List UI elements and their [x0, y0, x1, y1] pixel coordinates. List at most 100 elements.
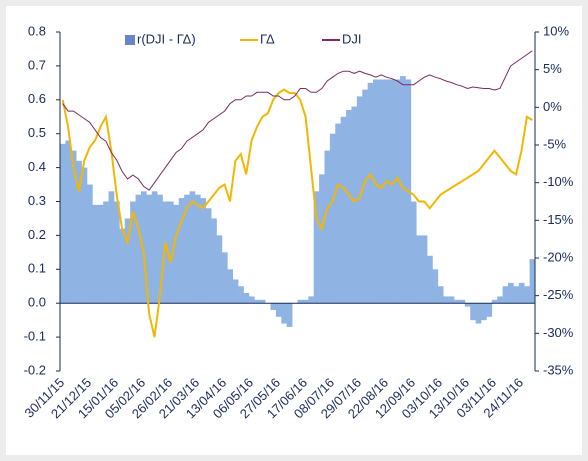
bar [335, 123, 341, 304]
bar [189, 191, 196, 304]
bar [113, 201, 120, 304]
legend-label: DJI [342, 31, 362, 46]
y-tick-label: -0.1 [24, 329, 46, 344]
bar [518, 282, 525, 304]
bar [297, 299, 304, 304]
bar [459, 299, 466, 304]
bar [205, 208, 212, 304]
bar [167, 201, 174, 304]
bar [76, 160, 82, 304]
bar [351, 106, 358, 304]
y2-tick-label: 5% [543, 61, 562, 76]
bar [81, 167, 88, 304]
bar [286, 303, 293, 327]
bar [162, 201, 169, 304]
bar [216, 235, 223, 304]
bar [151, 191, 158, 304]
bar [410, 201, 417, 304]
legend-label: r(DJI - ΓΔ) [137, 31, 196, 46]
y2-tick-label: -10% [543, 174, 574, 189]
bar [524, 286, 530, 304]
line-series [62, 50, 533, 191]
y-tick-label: 0.0 [28, 295, 46, 310]
bar [464, 303, 471, 307]
bar [313, 191, 320, 304]
bar [373, 79, 379, 304]
bar [356, 96, 363, 304]
bar [238, 286, 244, 304]
bar [502, 286, 509, 304]
y2-tick-label: 10% [543, 23, 569, 38]
bar [243, 293, 250, 304]
bar [362, 89, 368, 304]
bar [443, 296, 449, 304]
bar [60, 143, 66, 304]
bar [130, 201, 136, 304]
bar [211, 218, 217, 304]
y2-tick-label: -35% [543, 362, 574, 377]
bar [475, 303, 482, 324]
y-tick-label: 0.1 [28, 261, 46, 276]
bar [86, 184, 93, 304]
bar [254, 299, 261, 304]
y-tick-label: 0.7 [28, 57, 46, 72]
bar [486, 303, 493, 317]
bar [184, 194, 190, 304]
bar [119, 228, 126, 304]
bar [394, 79, 401, 304]
y2-tick-label: -5% [543, 136, 567, 151]
bar [275, 303, 282, 317]
y-tick-label: -0.2 [24, 362, 46, 377]
y2-tick-label: -15% [543, 212, 574, 227]
bar [70, 150, 77, 304]
bar [124, 218, 131, 304]
y2-tick-label: -20% [543, 249, 574, 264]
bar [470, 303, 476, 321]
bar [481, 303, 487, 321]
bar [378, 79, 385, 304]
bar [232, 279, 239, 304]
bar [497, 296, 503, 304]
bar [308, 296, 314, 304]
bar [491, 299, 498, 304]
bar [248, 296, 255, 304]
bar [427, 255, 433, 304]
y2-tick-label: -25% [543, 287, 574, 302]
bar [135, 194, 142, 304]
bar [103, 201, 109, 304]
legend-label: ΓΔ [260, 31, 275, 46]
bar [227, 269, 234, 304]
bar [194, 194, 201, 304]
bar [437, 286, 444, 304]
bar [508, 282, 514, 304]
bar [173, 204, 180, 304]
bar [400, 76, 406, 304]
bar [302, 299, 309, 304]
bar [421, 235, 428, 304]
bar [367, 82, 374, 304]
bar [432, 269, 439, 304]
bar [448, 296, 455, 304]
bar [92, 204, 99, 304]
bar [346, 109, 352, 304]
bar [454, 299, 460, 304]
bar [259, 299, 266, 304]
y-tick-label: 0.2 [28, 227, 46, 242]
bar [281, 303, 288, 324]
y-tick-label: 0.4 [28, 159, 46, 174]
legend-swatch [125, 35, 135, 45]
bar [513, 286, 520, 304]
bar [200, 198, 207, 304]
y-tick-label: 0.6 [28, 91, 46, 106]
bar [108, 191, 115, 304]
bar [178, 198, 185, 304]
bar [389, 79, 395, 304]
bar [319, 174, 325, 304]
bar [221, 252, 228, 304]
bar [329, 133, 336, 304]
bar [383, 79, 390, 304]
bar [146, 194, 153, 304]
bar [324, 150, 331, 304]
